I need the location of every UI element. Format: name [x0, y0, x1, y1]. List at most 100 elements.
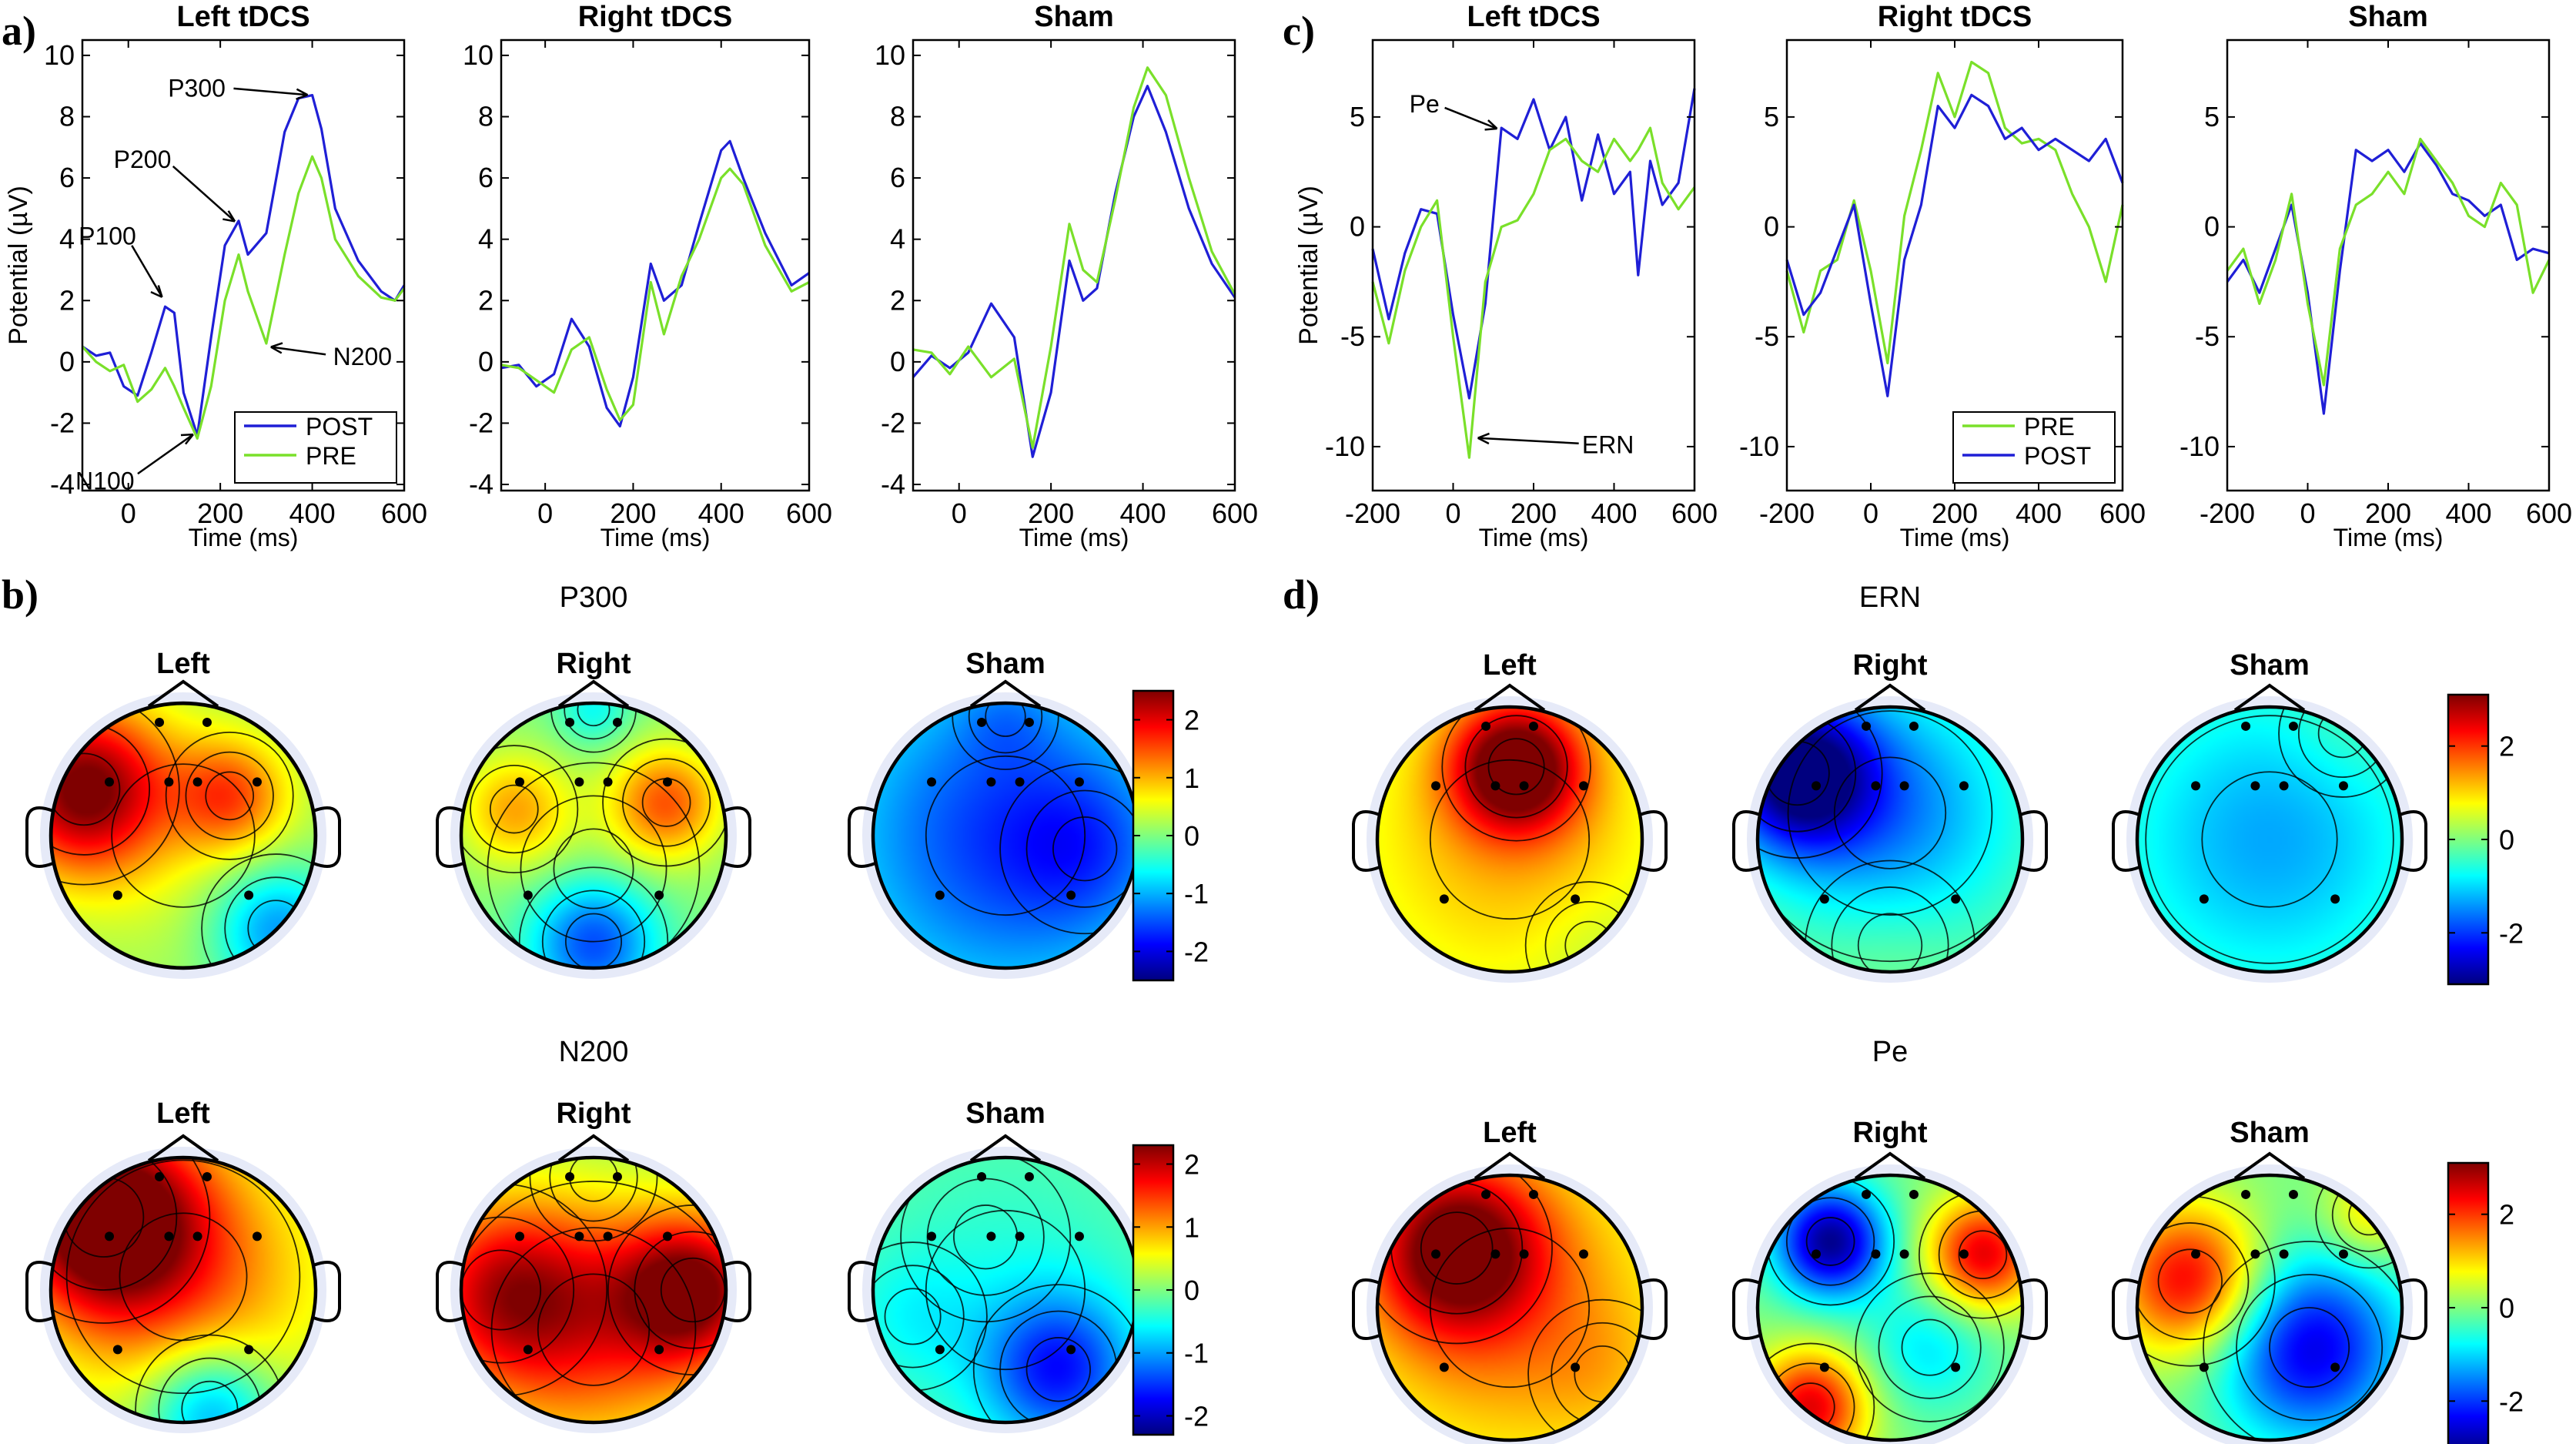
x-tick-label: 0	[952, 498, 967, 529]
topomap-label: Sham	[2230, 649, 2309, 682]
electrode-dot	[1528, 1189, 1538, 1199]
electrode-dot	[1066, 890, 1076, 900]
electrode-dot	[603, 1231, 613, 1241]
x-tick-label: 600	[786, 498, 832, 529]
topomap-label: Sham	[965, 648, 1045, 680]
x-tick-label: 0	[1863, 498, 1878, 529]
x-tick-label: 200	[610, 498, 656, 529]
electrode-dot	[565, 717, 575, 727]
y-tick-label: 5	[1350, 101, 1365, 132]
y-tick-label: 8	[59, 100, 75, 132]
contour-line	[224, 876, 316, 968]
left-ear	[25, 1261, 54, 1322]
annotation-arrowhead	[150, 285, 163, 298]
colorbar-tick-label: -2	[1184, 1400, 1209, 1432]
electrode-dot	[2338, 1249, 2348, 1259]
series-line-pre	[81, 155, 406, 440]
nose	[1474, 1151, 1546, 1180]
contour-line	[1487, 738, 1545, 796]
nose	[2233, 683, 2306, 712]
electrode-dot	[244, 1345, 254, 1355]
contour-line	[1025, 789, 1138, 908]
x-tick-label: 0	[537, 498, 553, 529]
contour-line	[1758, 1342, 1875, 1440]
series-line-pre	[1785, 60, 2124, 365]
annotation-arrow	[131, 245, 163, 298]
contour-line	[490, 1227, 697, 1422]
legend-entry: POST	[306, 413, 373, 441]
topomap-field	[873, 703, 1138, 968]
chart-title: Right tDCS	[1878, 1, 2032, 33]
x-tick-label: 400	[2445, 498, 2491, 529]
contour-line	[1464, 715, 1568, 819]
electrode-dot	[1015, 777, 1025, 787]
contour-line	[537, 1273, 651, 1386]
legend-entry: POST	[2024, 442, 2091, 470]
electrode-dot	[252, 1231, 262, 1241]
colorbar-tick-label: 0	[1184, 1275, 1199, 1306]
nose	[557, 679, 630, 708]
x-tick-label: -200	[1345, 498, 1400, 529]
contour-line	[487, 762, 701, 968]
topomap-label: Right	[556, 648, 631, 680]
y-tick-label: 5	[1764, 101, 1779, 132]
contour-line	[884, 1288, 942, 1345]
contour-line	[1958, 1230, 2008, 1280]
head-outline	[2135, 705, 2404, 974]
right-ear	[2019, 1278, 2048, 1340]
head-outline	[1375, 705, 1644, 974]
contour-line	[51, 752, 121, 826]
annotation-arrow	[270, 346, 326, 356]
series-line-pre	[1371, 126, 1696, 459]
colorbar-tick-label: 1	[1184, 1211, 1199, 1243]
x-tick-label: 600	[381, 498, 427, 529]
y-tick-label: -5	[1755, 320, 1779, 352]
contour-line	[1857, 913, 1923, 972]
contour-line	[2145, 715, 2394, 964]
contour-line	[952, 703, 1059, 770]
nose	[969, 679, 1042, 708]
annotation-label: Pe	[1410, 90, 1440, 118]
annotation-arrow	[1444, 106, 1497, 130]
x-tick-label: 600	[2099, 498, 2146, 529]
contour-line	[873, 1265, 965, 1369]
right-ear	[313, 1261, 341, 1322]
topomap-label: Left	[1483, 1117, 1537, 1149]
colorbar: -2 -1 0 1 2	[1132, 689, 1209, 982]
axes-frame	[81, 39, 406, 492]
x-axis-label: Time (ms)	[601, 524, 711, 551]
contour-line	[518, 866, 669, 968]
y-tick-label: 0	[478, 346, 493, 377]
topomap-left: Left	[1352, 1117, 1668, 1444]
topomap-right: Right	[436, 648, 751, 979]
electrode-dot	[2288, 1189, 2298, 1199]
panel-letter-a: a)	[2, 8, 36, 54]
topomap-row-title: P300	[560, 581, 628, 614]
electrode-dot	[1519, 1249, 1529, 1259]
contour-line	[51, 703, 180, 886]
colorbar-tick-label: -1	[1184, 1338, 1209, 1369]
electrode-dot	[1074, 777, 1084, 787]
contour-line	[2157, 1248, 2223, 1314]
nose	[557, 1134, 630, 1162]
electrode-dot	[2330, 894, 2340, 904]
legend-entry: PRE	[306, 442, 356, 470]
colorbar: -2 -1 0 1 2	[1132, 1144, 1209, 1436]
y-tick-label: 2	[890, 284, 905, 316]
chart-title: Sham	[1034, 1, 1113, 33]
electrode-dot	[977, 1171, 987, 1181]
topomap-field	[1377, 707, 1642, 972]
x-axis-label: Time (ms)	[1479, 524, 1589, 551]
colorbar: -2 0 2	[2447, 1161, 2524, 1444]
head-outline	[1755, 705, 2025, 974]
left-ear	[2112, 810, 2140, 872]
electrode-dot	[1015, 1231, 1025, 1241]
x-tick-label: 0	[1445, 498, 1460, 529]
topomap-label: Right	[1852, 1117, 1927, 1149]
contour-line	[2203, 1241, 2402, 1440]
series-line-post	[912, 85, 1236, 458]
topomap-label: Right	[556, 1097, 631, 1130]
colorbar: -2 0 2	[2447, 693, 2524, 986]
x-tick-label: 400	[698, 498, 744, 529]
